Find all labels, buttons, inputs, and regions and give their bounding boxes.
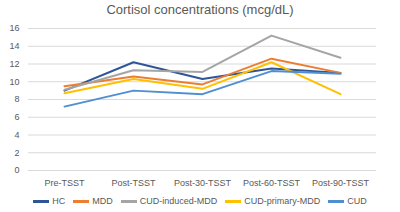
svg-text:10: 10 [9, 77, 19, 87]
html-text:CUD-induced-MDD: CUD-induced-MDD [139, 196, 218, 206]
svg-text:4: 4 [14, 130, 19, 140]
html-text:HC: HC [52, 196, 66, 206]
html-text:Cortisol concentrations (mcg/d: Cortisol concentrations (mcg/dL) [106, 2, 294, 17]
svg-text:Post-90-TSST: Post-90-TSST [312, 178, 370, 188]
svg-text:8: 8 [14, 94, 19, 104]
html-text:CUD: CUD [347, 196, 367, 206]
html-text:MDD: MDD [92, 196, 113, 206]
svg-text:14: 14 [9, 41, 19, 51]
svg-text:Post-60-TSST: Post-60-TSST [243, 178, 301, 188]
svg-text:12: 12 [9, 59, 19, 69]
html-text:CUD-primary-MDD: CUD-primary-MDD [244, 196, 321, 206]
svg-text:2: 2 [14, 148, 19, 158]
svg-text:0: 0 [14, 165, 19, 175]
svg-text:16: 16 [9, 23, 19, 33]
svg-text:Pre-TSST: Pre-TSST [44, 178, 85, 188]
svg-text:6: 6 [14, 112, 19, 122]
svg-text:Post-30-TSST: Post-30-TSST [174, 178, 232, 188]
svg-text:Post-TSST: Post-TSST [111, 178, 156, 188]
